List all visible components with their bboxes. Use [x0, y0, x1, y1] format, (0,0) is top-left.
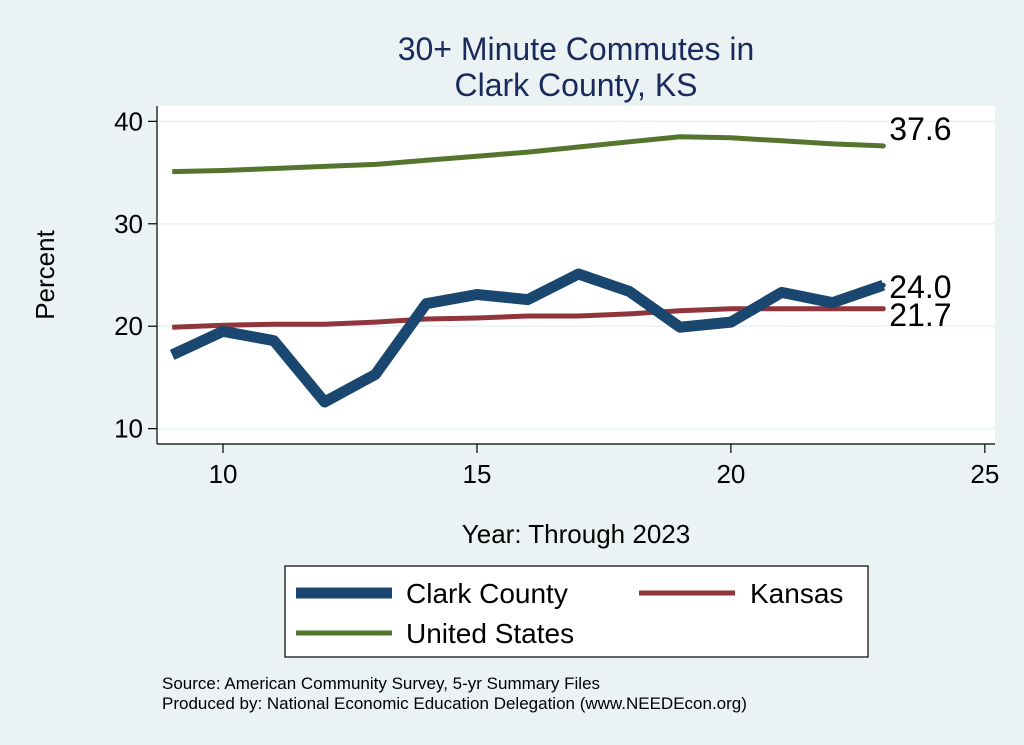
series-lines [169, 134, 886, 408]
x-tick-label-10: 10 [209, 459, 238, 489]
y-tick-label-40: 40 [114, 106, 143, 136]
source-line-2: Produced by: National Economic Education… [162, 694, 747, 713]
series-end-point-kansas [880, 306, 886, 312]
series-line-united-states [172, 134, 884, 175]
legend-label-united-states: United States [406, 618, 574, 649]
series-line-clark-county [169, 268, 886, 408]
legend-box [284, 565, 869, 658]
y-ticks: 10 20 30 40 [114, 106, 157, 444]
axes [156, 106, 995, 445]
chart-title-line-2: Clark County, KS [454, 67, 697, 103]
chart-title-line-1: 30+ Minute Commutes in [398, 31, 755, 67]
series-end-point-clark-county [880, 282, 886, 288]
x-tick-label-25: 25 [970, 459, 999, 489]
x-tick-label-20: 20 [716, 459, 745, 489]
series-end-point-united-states [880, 143, 886, 149]
legend-label-kansas: Kansas [750, 578, 843, 609]
legend-label-clark-county: Clark County [406, 578, 568, 609]
end-label-clark-county: 24.0 [889, 269, 951, 305]
series-line-kansas [172, 306, 884, 330]
end-label-kansas: 21.7 [889, 297, 951, 333]
end-label-united-states: 37.6 [889, 111, 951, 147]
y-axis-label: Percent [30, 229, 60, 319]
y-tick-label-10: 10 [114, 414, 143, 444]
x-tick-label-15: 15 [463, 459, 492, 489]
source-line-1: Source: American Community Survey, 5-yr … [162, 674, 600, 693]
legend: Clark County Kansas United States [284, 565, 869, 658]
y-tick-label-30: 30 [114, 209, 143, 239]
y-tick-label-20: 20 [114, 311, 143, 341]
x-axis-label: Year: Through 2023 [462, 519, 690, 549]
x-ticks: 10 15 20 25 [209, 444, 999, 489]
end-labels: 24.021.7 37.6 [889, 111, 951, 333]
